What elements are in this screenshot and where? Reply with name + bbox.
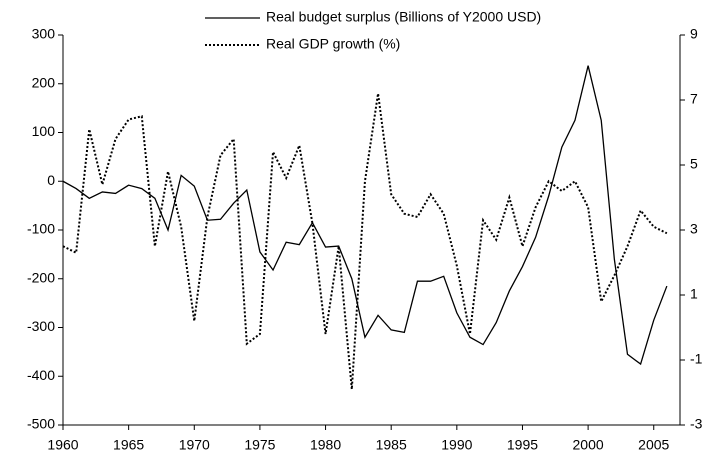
x-tick-label: 1970 [179,437,210,453]
x-tick-label: 1960 [47,437,78,453]
x-tick-label: 1965 [113,437,144,453]
y-tick-label: 100 [32,123,56,139]
x-tick-label: 1975 [244,437,275,453]
y-tick-label: -100 [27,221,55,237]
y-tick-label: 0 [47,172,55,188]
x-tick-label: 2005 [638,437,669,453]
x-tick-label: 1990 [441,437,472,453]
y-tick-label: -500 [27,416,55,432]
y2-tick-label: -1 [690,351,703,367]
y2-tick-label: 7 [690,91,698,107]
y-tick-label: 300 [32,26,56,42]
y-tick-label: -200 [27,269,55,285]
y-tick-label: -300 [27,318,55,334]
y-tick-label: 200 [32,74,56,90]
data-line [62,65,668,366]
x-tick-label: 2000 [573,437,604,453]
legend-label: Real GDP growth (%) [266,36,400,52]
y2-tick-label: 5 [690,156,698,172]
y2-tick-label: 9 [690,26,698,42]
y2-tick-label: 1 [690,286,698,302]
legend-label: Real budget surplus (Billions of Y2000 U… [266,9,541,25]
data-line [62,93,668,390]
y2-tick-label: 3 [690,221,698,237]
y-tick-label: -400 [27,367,55,383]
x-tick-label: 1995 [507,437,538,453]
x-tick-label: 1980 [310,437,341,453]
y2-tick-label: -3 [690,416,703,432]
x-tick-label: 1985 [376,437,407,453]
